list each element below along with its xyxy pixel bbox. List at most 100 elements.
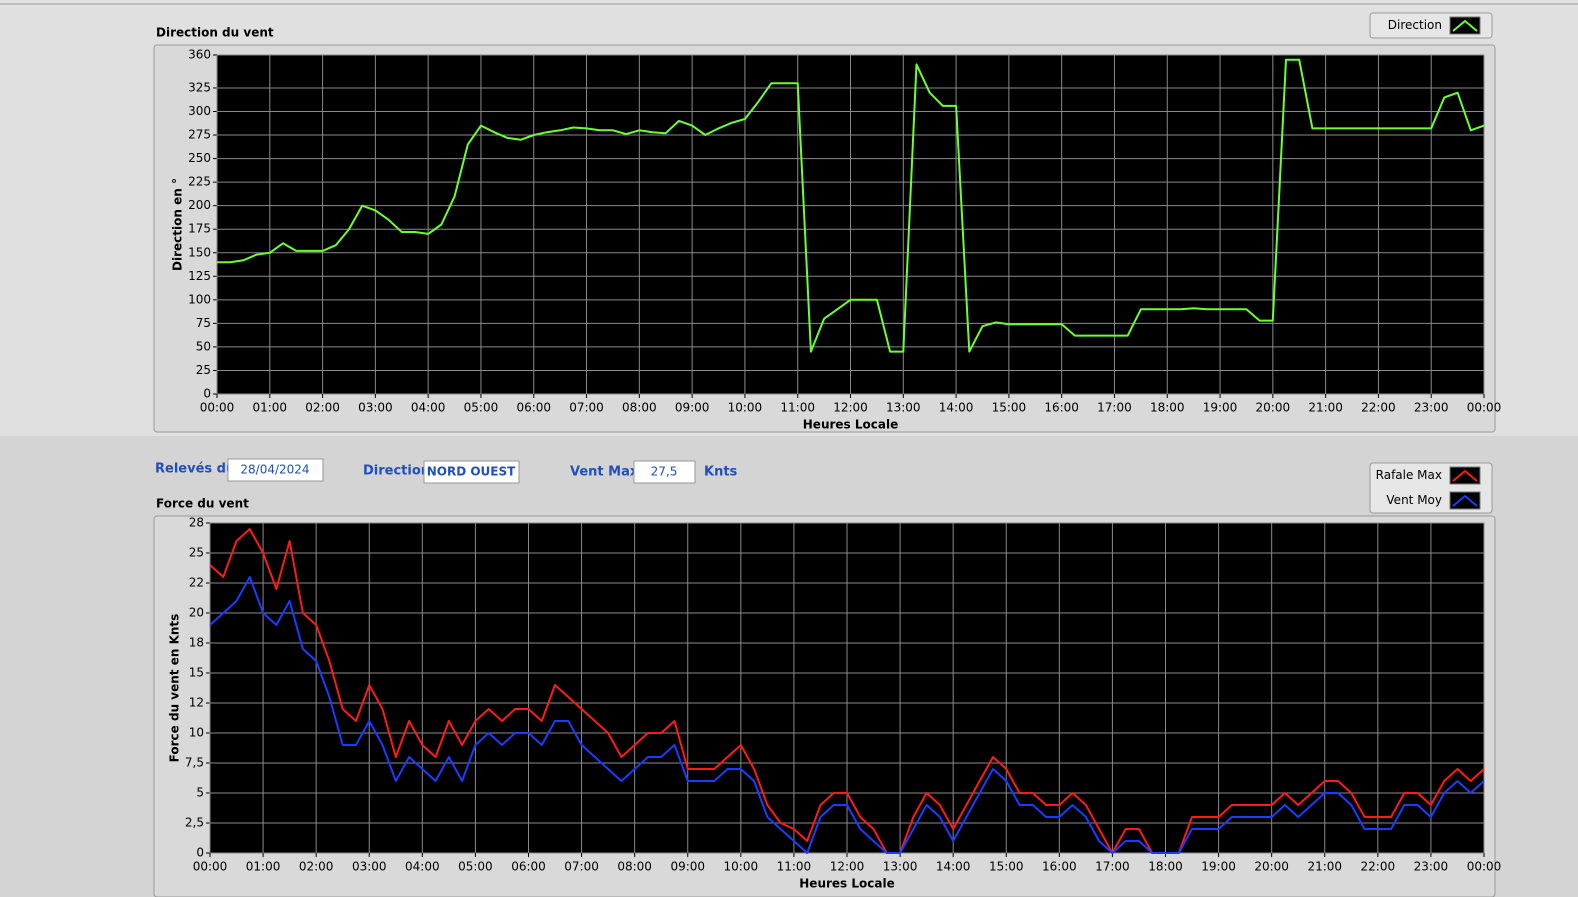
y-tick-label: 5 [196, 786, 204, 800]
y-tick-label: 22 [189, 576, 204, 590]
x-axis-label: Heures Locale [803, 418, 898, 432]
x-tick-label: 09:00 [670, 860, 705, 874]
y-tick-label: 25 [196, 363, 211, 377]
x-tick-label: 08:00 [622, 401, 657, 415]
x-tick-label: 08:00 [617, 860, 652, 874]
y-tick-label: 225 [188, 175, 211, 189]
x-tick-label: 21:00 [1307, 860, 1342, 874]
direction-value: NORD OUEST [427, 465, 516, 479]
x-tick-label: 15:00 [989, 860, 1024, 874]
max-label: Vent Max [570, 465, 639, 480]
x-tick-label: 06:00 [511, 860, 546, 874]
legend-swatch [1449, 16, 1481, 35]
y-tick-label: 25 [189, 546, 204, 560]
y-tick-label: 15 [189, 666, 204, 680]
series-line [209, 528, 1485, 854]
x-tick-label: 01:00 [246, 860, 281, 874]
x-tick-label: 02:00 [305, 401, 340, 415]
x-tick-label: 00:00 [193, 860, 228, 874]
x-tick-label: 16:00 [1044, 401, 1079, 415]
x-tick-label: 03:00 [352, 860, 387, 874]
y-tick-label: 0 [203, 387, 211, 401]
y-tick-label: 2,5 [185, 816, 204, 830]
x-axis-label: Heures Locale [799, 877, 894, 891]
x-tick-label: 18:00 [1150, 401, 1185, 415]
date-value: 28/04/2024 [240, 463, 309, 477]
x-tick-label: 23:00 [1414, 860, 1449, 874]
legend-swatch [1449, 466, 1481, 485]
y-tick-label: 18 [189, 636, 204, 650]
legend-line [1452, 469, 1478, 482]
series-line [217, 58, 1485, 353]
x-tick-label: 04:00 [405, 860, 440, 874]
y-tick-label: 0 [196, 846, 204, 860]
x-tick-label: 04:00 [411, 401, 446, 415]
x-tick-label: 19:00 [1201, 860, 1236, 874]
chart-title: Force du vent [156, 497, 249, 511]
x-tick-label: 12:00 [830, 860, 865, 874]
x-tick-label: 17:00 [1095, 860, 1130, 874]
direction-field[interactable] [423, 460, 520, 484]
legend-label: Direction [1388, 18, 1442, 32]
y-axis-label: Direction en ° [171, 178, 185, 271]
x-tick-label: 20:00 [1256, 401, 1291, 415]
x-tick-label: 01:00 [252, 401, 287, 415]
x-tick-label: 11:00 [780, 401, 815, 415]
x-tick-label: 10:00 [724, 860, 759, 874]
date-label: Relevés du [155, 462, 235, 477]
y-tick-label: 20 [189, 606, 204, 620]
x-tick-label: 07:00 [569, 401, 604, 415]
chart-title: Direction du vent [156, 26, 274, 40]
x-tick-label: 16:00 [1042, 860, 1077, 874]
x-tick-label: 13:00 [883, 860, 918, 874]
y-tick-label: 200 [188, 198, 211, 212]
x-tick-label: 22:00 [1361, 860, 1396, 874]
x-tick-label: 05:00 [458, 860, 493, 874]
y-tick-label: 275 [188, 128, 211, 142]
series-line [209, 576, 1485, 854]
x-tick-label: 14:00 [939, 401, 974, 415]
x-tick-label: 17:00 [1097, 401, 1132, 415]
y-tick-label: 150 [188, 245, 211, 259]
y-tick-label: 175 [188, 222, 211, 236]
y-tick-label: 28 [189, 516, 204, 530]
y-tick-label: 7,5 [185, 756, 204, 770]
x-tick-label: 21:00 [1308, 401, 1343, 415]
legend-line [1452, 19, 1478, 32]
x-tick-label: 19:00 [1203, 401, 1238, 415]
y-tick-label: 325 [188, 80, 211, 94]
max-field[interactable] [633, 460, 696, 484]
x-tick-label: 02:00 [299, 860, 334, 874]
legend-swatch [1449, 491, 1481, 510]
legend-line [1452, 494, 1478, 507]
y-tick-label: 250 [188, 151, 211, 165]
legend-label: Vent Moy [1386, 493, 1442, 507]
x-tick-label: 13:00 [886, 401, 921, 415]
x-tick-label: 22:00 [1361, 401, 1396, 415]
x-tick-label: 15:00 [992, 401, 1027, 415]
x-tick-label: 00:00 [1467, 860, 1502, 874]
x-tick-label: 09:00 [675, 401, 710, 415]
x-tick-label: 05:00 [464, 401, 499, 415]
y-tick-label: 125 [188, 269, 211, 283]
max-value: 27,5 [651, 465, 678, 479]
x-tick-label: 20:00 [1254, 860, 1289, 874]
max-unit: Knts [704, 465, 738, 480]
x-tick-label: 12:00 [833, 401, 868, 415]
x-tick-label: 00:00 [1467, 401, 1502, 415]
y-tick-label: 10 [189, 726, 204, 740]
x-tick-label: 00:00 [200, 401, 235, 415]
x-tick-label: 11:00 [777, 860, 812, 874]
y-tick-label: 360 [188, 48, 211, 62]
x-tick-label: 14:00 [936, 860, 971, 874]
x-tick-label: 10:00 [728, 401, 763, 415]
date-field[interactable] [227, 458, 324, 482]
direction-label: Direction [363, 464, 430, 479]
y-tick-label: 75 [196, 316, 211, 330]
y-tick-label: 100 [188, 292, 211, 306]
x-tick-label: 06:00 [516, 401, 551, 415]
x-tick-label: 18:00 [1148, 860, 1183, 874]
legend-label: Rafale Max [1376, 468, 1442, 482]
